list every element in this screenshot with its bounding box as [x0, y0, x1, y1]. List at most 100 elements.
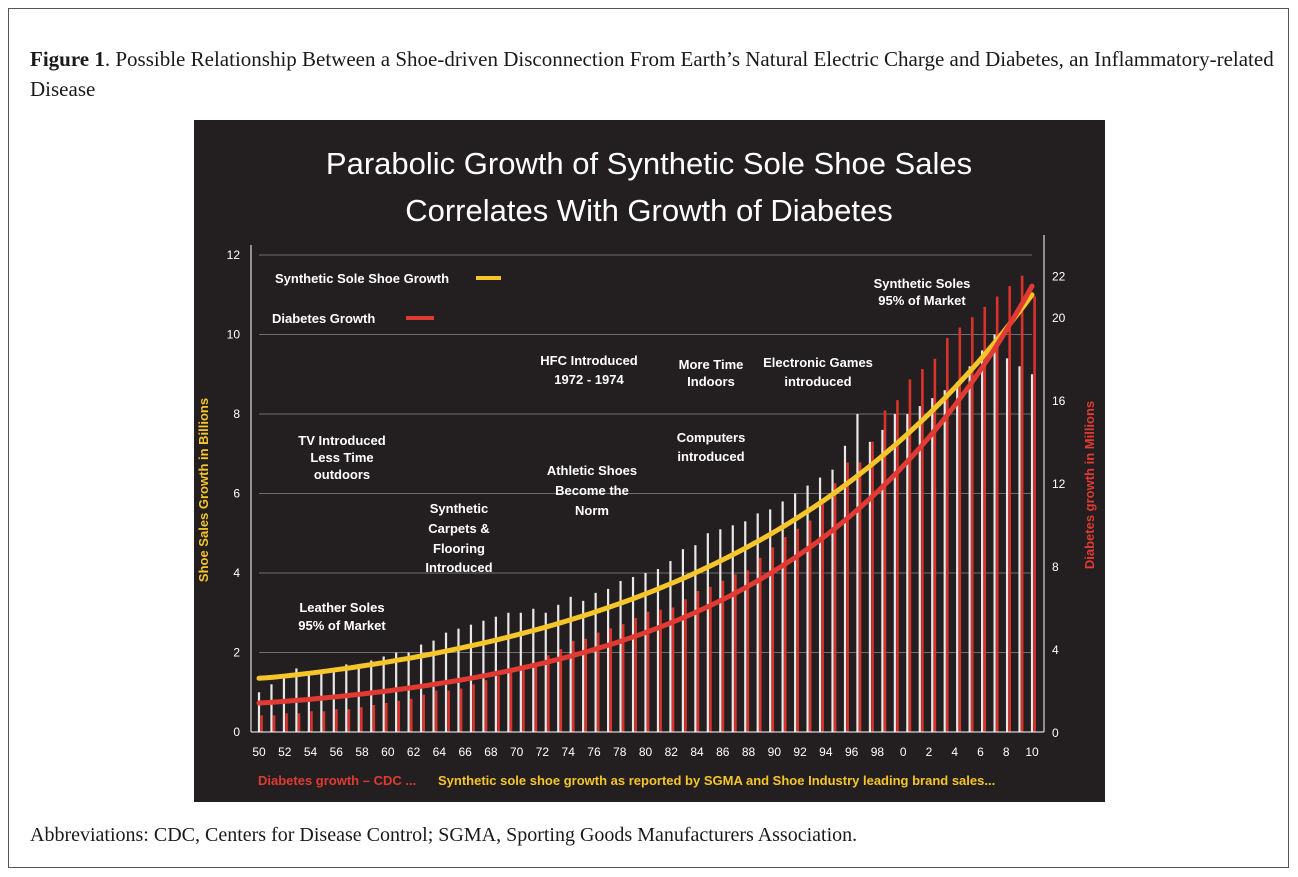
bar-diabetes	[509, 671, 513, 732]
legend-diabetes-label: Diabetes Growth	[272, 311, 375, 326]
figure-caption-text: . Possible Relationship Between a Shoe-d…	[30, 47, 1274, 101]
figure-label: Figure 1	[30, 47, 105, 71]
bar-shoe	[893, 414, 896, 732]
bar-shoe	[918, 406, 921, 732]
y-tick-right: 8	[1052, 560, 1059, 574]
abbreviations-note: Abbreviations: CDC, Centers for Disease …	[30, 824, 858, 846]
bar-shoe	[519, 612, 522, 732]
bar-diabetes	[771, 547, 775, 732]
bar-shoe	[282, 676, 286, 732]
bar-diabetes	[833, 483, 837, 732]
y-tick-left: 10	[227, 328, 241, 342]
x-tick-label: 86	[716, 745, 730, 759]
x-tick-label: 70	[510, 745, 524, 759]
grid-lines	[259, 254, 1032, 653]
bar-shoe	[357, 664, 360, 732]
bar-shoe	[794, 493, 797, 732]
bar-shoe	[968, 366, 971, 732]
bar-shoe	[631, 576, 635, 732]
x-tick-label: 66	[458, 745, 472, 759]
bar-shoe	[868, 441, 872, 732]
x-tick-label: 84	[690, 745, 704, 759]
x-tick-label: 78	[613, 745, 627, 759]
bar-shoe	[606, 588, 610, 732]
curve-shoe	[256, 292, 1035, 681]
bar-diabetes	[746, 570, 750, 732]
bar-diabetes	[946, 337, 949, 732]
bar-shoe	[332, 668, 335, 732]
bar-diabetes	[397, 700, 401, 732]
bar-diabetes	[384, 702, 388, 732]
y-tick-right: 16	[1052, 394, 1066, 408]
bar-diabetes	[285, 713, 288, 732]
bar-diabetes	[646, 611, 650, 732]
bar-diabetes	[983, 306, 987, 732]
bar-shoe	[669, 561, 672, 732]
annotation-synthetic: Synthetic Soles 95% of Market	[874, 276, 971, 308]
chart-title-line2: Correlates With Growth of Diabetes	[405, 193, 893, 228]
bar-shoe	[818, 477, 822, 732]
x-tick-label: 98	[871, 745, 885, 759]
bar-diabetes	[871, 441, 874, 732]
annotation-tv: TV Introduced Less Time outdoors	[298, 433, 385, 482]
x-tick-label: 82	[665, 745, 679, 759]
x-tick-label: 54	[304, 745, 318, 759]
x-tick-label: 72	[536, 745, 550, 759]
x-tick-label: 2	[926, 745, 933, 759]
bar-diabetes	[272, 715, 276, 732]
bar-diabetes	[459, 688, 463, 732]
x-tick-label: 92	[793, 745, 807, 759]
y-axis-left-title: Shoe Sales Growth in Billions	[196, 398, 211, 582]
y-tick-left: 0	[233, 725, 240, 739]
bar-diabetes	[933, 358, 937, 732]
annotation-computers: Computers introduced	[677, 430, 746, 464]
x-tick-label: 56	[330, 745, 344, 759]
bar-shoe	[856, 414, 859, 732]
bar-shoe	[307, 672, 310, 732]
bar-diabetes	[522, 667, 525, 732]
bar-shoe	[744, 521, 747, 732]
x-tick-label: 76	[587, 745, 601, 759]
bar-diabetes	[696, 590, 700, 732]
bar-diabetes	[821, 503, 824, 732]
y-tick-left: 4	[233, 566, 240, 580]
bar-shoe	[906, 414, 909, 732]
x-tick-label: 74	[562, 745, 576, 759]
y-tick-right: 0	[1052, 726, 1059, 740]
bar-shoe	[557, 604, 560, 732]
bar-diabetes	[335, 709, 338, 732]
bar-shoe	[382, 656, 385, 732]
bar-shoe	[719, 529, 722, 732]
bar-diabetes	[571, 640, 575, 732]
bar-diabetes	[347, 709, 351, 732]
x-tick-label: 60	[381, 745, 395, 759]
y-tick-right: 20	[1052, 311, 1066, 325]
x-tick-label: 62	[407, 745, 421, 759]
figure-caption: Figure 1. Possible Relationship Between …	[30, 44, 1280, 104]
bar-diabetes	[1033, 296, 1036, 732]
bar-shoe	[769, 509, 772, 732]
annotation-leather: Leather Soles 95% of Market	[298, 600, 386, 633]
bar-diabetes	[297, 713, 301, 732]
bar-shoe	[532, 608, 535, 732]
bar-diabetes	[721, 580, 725, 732]
bar-shoe	[681, 549, 685, 732]
annotation-hfc: HFC Introduced 1972 - 1974	[540, 353, 638, 387]
bar-diabetes	[472, 684, 475, 732]
bar-shoe	[656, 569, 660, 732]
bar-diabetes	[908, 379, 912, 732]
source-note-diabetes: Diabetes growth – CDC ...	[258, 773, 416, 788]
bar-diabetes	[322, 711, 326, 732]
bar-diabetes	[734, 574, 737, 732]
annotation-indoors: More Time Indoors	[679, 357, 744, 389]
annotation-carpets: Synthetic Carpets & Flooring Introduced	[425, 501, 492, 575]
bar-diabetes	[484, 680, 488, 732]
bar-shoe	[1018, 366, 1021, 732]
annotation-athletic: Athletic Shoes Become the Norm	[547, 463, 637, 518]
bar-shoe	[544, 612, 547, 732]
x-tick-label: 0	[900, 745, 907, 759]
bar-diabetes	[584, 638, 588, 732]
x-tick-label: 50	[252, 745, 266, 759]
bar-diabetes	[634, 617, 637, 732]
